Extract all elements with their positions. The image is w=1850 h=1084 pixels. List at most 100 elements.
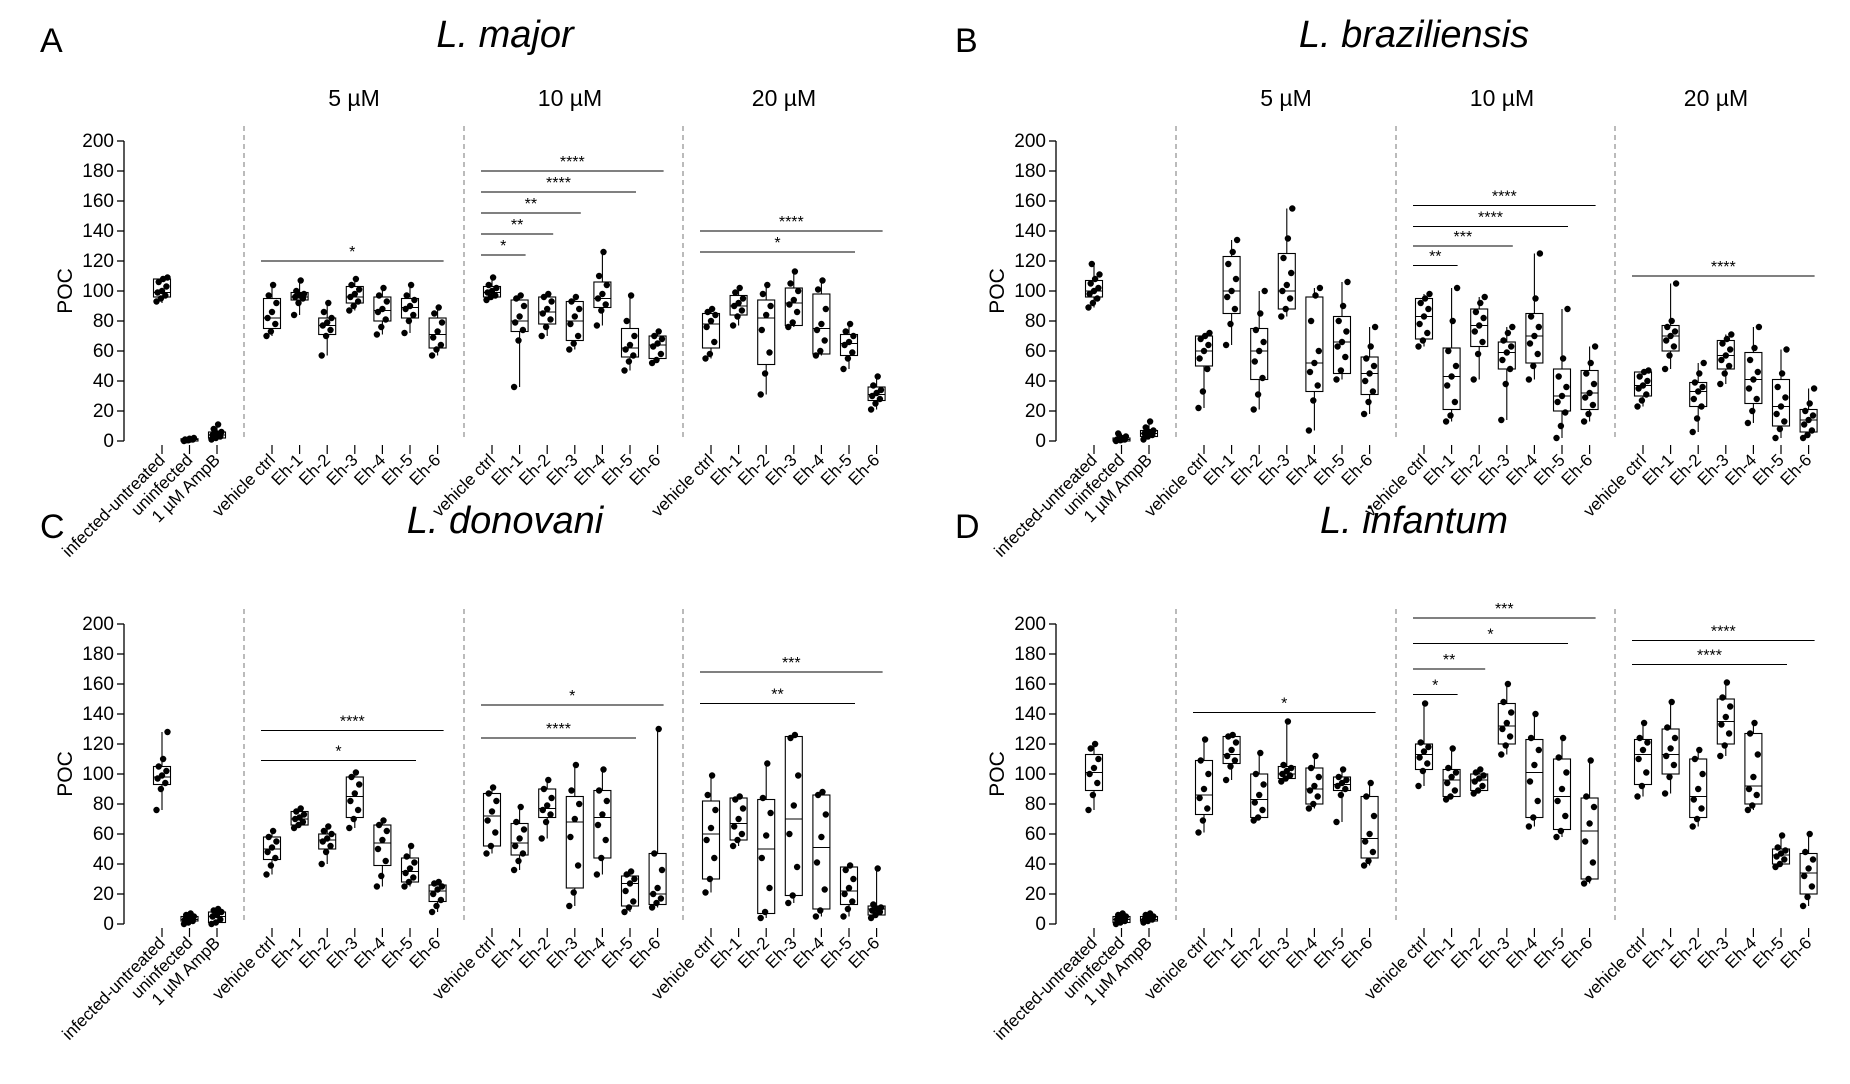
data-point xyxy=(1201,736,1209,743)
data-point xyxy=(1254,814,1262,821)
data-point xyxy=(844,905,852,913)
data-point xyxy=(791,268,799,275)
data-point xyxy=(1808,883,1816,890)
y-tick-label: 180 xyxy=(82,644,114,665)
data-point xyxy=(867,406,875,413)
data-point xyxy=(1195,404,1202,412)
iqr-box xyxy=(1305,296,1324,393)
box-1-m-ampb xyxy=(1139,418,1159,443)
data-point xyxy=(1231,757,1239,764)
box-eh-1 xyxy=(729,284,748,329)
data-point xyxy=(1718,356,1725,364)
data-point xyxy=(711,854,718,862)
box-eh-2 xyxy=(1689,746,1708,830)
data-point xyxy=(375,821,383,829)
box-1-m-ampb xyxy=(207,905,227,928)
significance-label: ** xyxy=(525,196,537,213)
data-point xyxy=(766,884,773,892)
data-point xyxy=(1360,410,1368,418)
data-point xyxy=(410,874,417,881)
data-point xyxy=(1586,389,1593,397)
data-point xyxy=(273,299,280,307)
y-axis-title: POC xyxy=(54,751,77,797)
data-point xyxy=(1229,248,1236,256)
data-point xyxy=(214,905,222,913)
data-point xyxy=(1146,418,1154,425)
data-point xyxy=(519,850,527,857)
data-point xyxy=(821,886,828,893)
y-tick-label: 140 xyxy=(1014,221,1046,242)
box-eh-1 xyxy=(1222,236,1241,349)
data-point xyxy=(757,914,764,922)
data-point xyxy=(1474,787,1482,794)
box-eh-6 xyxy=(867,373,886,413)
data-point xyxy=(622,887,629,895)
data-point xyxy=(406,865,414,872)
panel-a: A L. major 5 µM 10 µM 20 µM 0 20 40 60 80 100 120 14… xyxy=(40,14,886,561)
box-eh-3 xyxy=(565,293,584,353)
data-point xyxy=(822,305,829,313)
data-point xyxy=(1527,313,1535,320)
data-point xyxy=(293,287,300,295)
data-point xyxy=(1343,328,1350,335)
data-point xyxy=(187,910,194,917)
y-tick-label: 0 xyxy=(1035,914,1046,935)
data-point xyxy=(1557,422,1565,430)
y-tick-label: 200 xyxy=(82,614,114,635)
box-eh-6 xyxy=(648,725,667,911)
data-point xyxy=(1805,416,1812,424)
data-point xyxy=(874,373,881,380)
data-point xyxy=(1636,373,1643,380)
data-point xyxy=(1254,391,1262,398)
data-point xyxy=(1508,343,1515,350)
box-vehicle-ctrl xyxy=(701,305,721,362)
data-point xyxy=(1305,805,1313,812)
data-point xyxy=(813,859,821,866)
box-vehicle-ctrl xyxy=(262,827,282,878)
data-point xyxy=(1725,730,1733,737)
data-point xyxy=(1442,418,1450,425)
data-point xyxy=(1806,400,1813,407)
data-point xyxy=(1638,397,1646,404)
x-tick-label: Eh-6 xyxy=(1558,450,1597,489)
data-point xyxy=(1315,347,1323,355)
data-point xyxy=(356,286,363,293)
data-point xyxy=(1085,806,1092,814)
data-point xyxy=(1782,394,1789,401)
data-point xyxy=(1639,382,1647,389)
data-point xyxy=(540,785,548,793)
box-eh-2 xyxy=(757,760,776,922)
data-point xyxy=(1315,773,1323,781)
data-point xyxy=(1500,337,1507,344)
data-point xyxy=(512,319,519,326)
iqr-box xyxy=(784,735,803,897)
data-point xyxy=(593,871,601,878)
significance-label: ** xyxy=(511,217,523,234)
data-point xyxy=(631,875,638,883)
data-point xyxy=(702,355,709,362)
data-point xyxy=(763,311,770,319)
data-point xyxy=(435,304,442,311)
data-point xyxy=(1199,817,1207,824)
data-point xyxy=(153,806,160,814)
data-point xyxy=(539,806,546,814)
data-point xyxy=(704,791,711,799)
x-tick-label: Eh-6 xyxy=(626,450,665,489)
data-point xyxy=(1639,746,1647,754)
data-point xyxy=(593,322,601,329)
data-point xyxy=(548,794,555,802)
data-point xyxy=(1751,344,1758,352)
data-point xyxy=(1531,761,1538,769)
data-point xyxy=(352,275,360,283)
panel-title: L. infantum xyxy=(1320,500,1508,542)
data-point xyxy=(1754,368,1762,376)
data-point xyxy=(650,890,657,898)
data-point xyxy=(791,731,799,739)
box-eh-4 xyxy=(1305,284,1324,434)
data-point xyxy=(1530,362,1537,370)
data-point xyxy=(1634,403,1641,410)
data-point xyxy=(402,869,409,877)
data-point xyxy=(707,824,715,832)
data-point xyxy=(1670,343,1678,350)
data-point xyxy=(1502,380,1509,388)
